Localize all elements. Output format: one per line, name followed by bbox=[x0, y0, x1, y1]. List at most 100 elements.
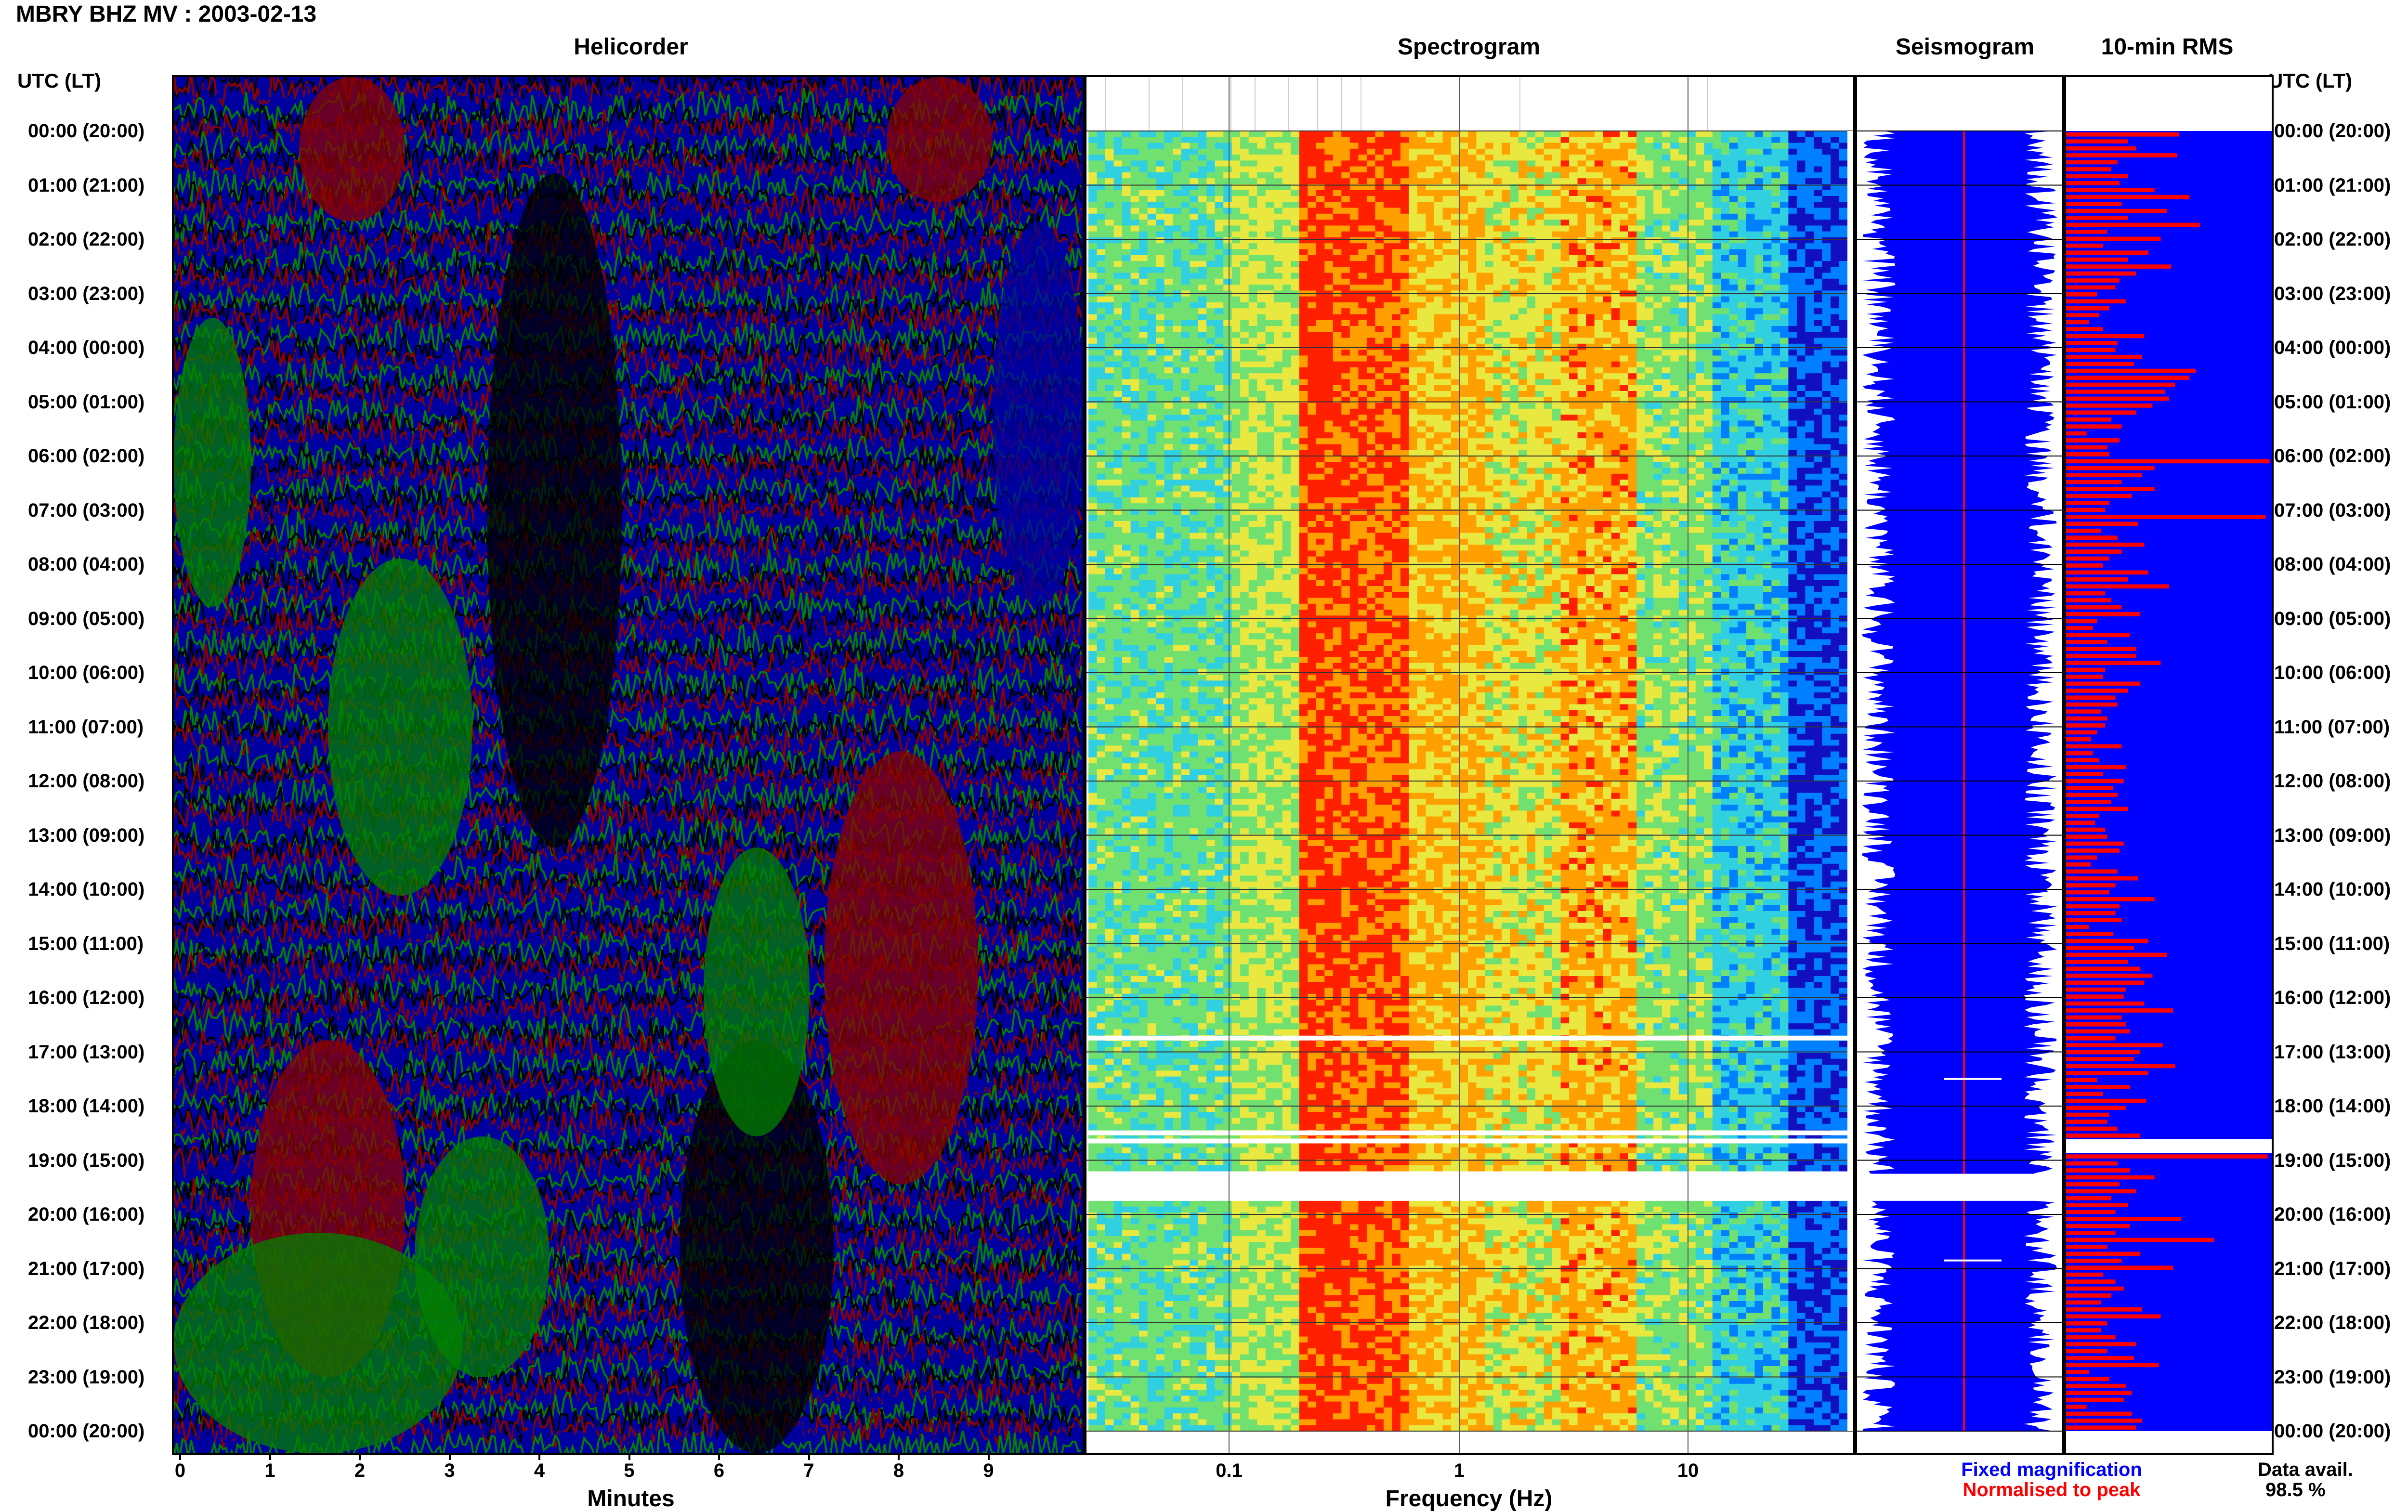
rms-bar bbox=[2066, 299, 2126, 303]
legend-fixed-magnification: Fixed magnification bbox=[1955, 1459, 2148, 1481]
rms-bar bbox=[2066, 501, 2109, 505]
rms-bar bbox=[2066, 939, 2148, 943]
rms-bar bbox=[2066, 160, 2118, 165]
rms-bar bbox=[2066, 341, 2118, 345]
helicorder-event bbox=[487, 173, 622, 847]
time-label-left: 17:00 (13:00) bbox=[28, 1043, 144, 1062]
rms-bar bbox=[2066, 1168, 2130, 1173]
rms-bar bbox=[2066, 1106, 2126, 1110]
rms-bar bbox=[2066, 918, 2121, 922]
rms-bar bbox=[2066, 397, 2169, 401]
rms-bar bbox=[2066, 834, 2107, 839]
rms-bar bbox=[2066, 1113, 2109, 1117]
rms-bar bbox=[2066, 869, 2118, 873]
rms-bar bbox=[2066, 1217, 2181, 1221]
spectrogram-gap bbox=[1086, 1036, 1853, 1041]
rms-bar bbox=[2066, 272, 2136, 276]
rms-bar bbox=[2066, 452, 2109, 456]
rms-bar bbox=[2066, 1182, 2120, 1186]
rms-bar bbox=[2066, 1134, 2140, 1138]
rms-bar bbox=[2066, 932, 2113, 936]
time-label-left: 11:00 (07:00) bbox=[28, 717, 144, 737]
time-label-left: 04:00 (00:00) bbox=[28, 338, 144, 357]
rms-bar bbox=[2066, 459, 2270, 464]
rms-bar bbox=[2066, 1071, 2148, 1075]
rms-bar bbox=[2066, 1405, 2087, 1409]
time-label-left: 15:00 (11:00) bbox=[28, 934, 144, 953]
rms-bar bbox=[2066, 814, 2099, 818]
rms-bar bbox=[2066, 369, 2196, 373]
rms-bar bbox=[2066, 633, 2130, 638]
rms-bar bbox=[2066, 1231, 2116, 1235]
minute-tick-label: 1 bbox=[256, 1461, 285, 1480]
rms-bar bbox=[2066, 612, 2140, 616]
rms-bar bbox=[2066, 292, 2097, 297]
rms-bar bbox=[2066, 1002, 2144, 1006]
rms-bar bbox=[2066, 223, 2200, 227]
rms-bar bbox=[2066, 654, 2136, 658]
spectrogram-gap bbox=[1086, 1131, 1853, 1135]
rms-bar bbox=[2066, 362, 2134, 366]
rms-bar bbox=[2066, 549, 2121, 554]
rms-bar bbox=[2066, 445, 2107, 450]
rms-bar bbox=[2066, 737, 2091, 742]
rms-bar bbox=[2066, 348, 2116, 352]
minute-tick bbox=[269, 1453, 271, 1460]
rms-bar bbox=[2066, 390, 2165, 394]
rms-bar bbox=[2066, 946, 2134, 950]
rms-bar bbox=[2066, 1203, 2128, 1207]
rms-bar bbox=[2066, 1370, 2089, 1374]
rms-bar bbox=[2066, 132, 2179, 137]
rms-bar bbox=[2066, 320, 2089, 325]
rms-bar bbox=[2066, 487, 2155, 491]
rms-bar bbox=[2066, 682, 2140, 686]
rms-bar bbox=[2066, 626, 2093, 630]
rms-bar bbox=[2066, 786, 2113, 790]
seismogram-gap bbox=[1857, 1174, 2062, 1201]
rms-bar bbox=[2066, 278, 2120, 283]
chart-title: MBRY BHZ MV : 2003-02-13 bbox=[16, 1, 316, 27]
rms-bar bbox=[2066, 994, 2124, 999]
time-label-left: 06:00 (02:00) bbox=[28, 446, 144, 466]
rms-bar bbox=[2066, 376, 2189, 380]
rms-bar bbox=[2066, 1335, 2116, 1340]
rms-bar bbox=[2066, 723, 2105, 728]
minute-tick bbox=[179, 1453, 181, 1460]
rms-bar bbox=[2066, 647, 2136, 651]
rms-bar bbox=[2066, 717, 2107, 721]
rms-bar bbox=[2066, 744, 2121, 749]
rms-bar bbox=[2066, 1030, 2130, 1034]
helicorder-title: Helicorder bbox=[482, 34, 780, 60]
rms-bar bbox=[2066, 174, 2128, 179]
rms-bar bbox=[2066, 1224, 2130, 1228]
rms-bar bbox=[2066, 856, 2097, 860]
rms-bar bbox=[2066, 980, 2144, 985]
rms-bar bbox=[2066, 424, 2121, 429]
rms-bar bbox=[2066, 1161, 2118, 1166]
rms-bar bbox=[2066, 1245, 2107, 1249]
time-label-right: 01:00 (21:00) bbox=[2274, 176, 2391, 195]
rms-bar bbox=[2066, 543, 2144, 547]
minute-tick bbox=[988, 1453, 990, 1460]
rms-bar bbox=[2066, 988, 2126, 992]
rms-bar bbox=[2066, 911, 2116, 915]
rms-bar bbox=[2066, 695, 2116, 700]
rms-bar bbox=[2066, 571, 2148, 575]
time-label-right: 09:00 (05:00) bbox=[2274, 609, 2391, 628]
time-label-right: 20:00 (16:00) bbox=[2274, 1205, 2391, 1224]
rms-bar bbox=[2066, 897, 2155, 901]
rms-bar bbox=[2066, 1064, 2175, 1069]
time-label-left: 14:00 (10:00) bbox=[28, 880, 144, 899]
spectrogram-plot bbox=[1086, 77, 1853, 1453]
rms-bar bbox=[2066, 1196, 2111, 1200]
time-label-right: 23:00 (19:00) bbox=[2274, 1368, 2391, 1387]
helicorder-event bbox=[328, 559, 472, 896]
rms-bar bbox=[2066, 619, 2097, 624]
rms-bar bbox=[2066, 515, 2265, 519]
rms-bar bbox=[2066, 1036, 2116, 1041]
data-availability-value: 98.5 % bbox=[2265, 1479, 2326, 1501]
rms-bar bbox=[2066, 953, 2167, 957]
data-availability-label: Data avail. bbox=[2258, 1459, 2353, 1481]
minute-tick-label: 6 bbox=[705, 1461, 733, 1480]
rms-bar bbox=[2066, 730, 2097, 735]
